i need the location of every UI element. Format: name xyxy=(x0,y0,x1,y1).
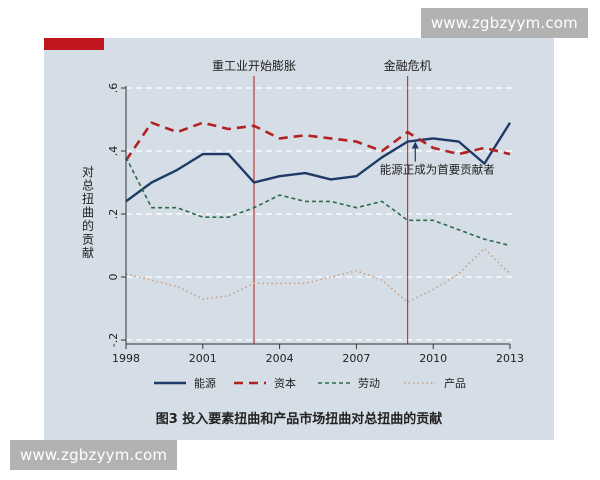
accent-tab xyxy=(44,38,104,50)
x-tick-label: 2010 xyxy=(419,352,447,365)
series-line-4 xyxy=(125,247,511,304)
annotation-arrow-head xyxy=(411,141,419,149)
y-tick-label: 0 xyxy=(107,274,120,281)
y-tick-label: .2 xyxy=(107,209,120,220)
watermark-top: www.zgbzyym.com xyxy=(420,8,588,38)
y-tick-label: .6 xyxy=(107,83,120,94)
event-label: 重工业开始膨胀 xyxy=(212,59,296,73)
series-layer: 能源正成为首要贡献者 xyxy=(124,121,512,304)
legend-label-3: 劳动 xyxy=(358,377,380,390)
watermark-bottom: www.zgbzyym.com xyxy=(10,440,178,470)
grid-layer xyxy=(126,87,516,341)
event-lines-layer: 重工业开始膨胀 金融危机 xyxy=(212,58,432,344)
legend-label-2: 资本 xyxy=(274,376,296,390)
x-tick-label: 2013 xyxy=(496,352,524,365)
x-tick-label: 2004 xyxy=(266,352,294,365)
event-label: 金融危机 xyxy=(384,58,432,73)
x-tick-label: 2001 xyxy=(189,352,217,365)
series-line-2 xyxy=(124,121,511,162)
axes-layer: -.2 0 .2 .4 .6 1998 2001 2004 2007 2010 2013 xyxy=(107,83,524,365)
legend-label-4: 产品 xyxy=(444,376,466,390)
legend-label-1: 能源 xyxy=(194,376,216,390)
x-tick-label: 1998 xyxy=(112,352,140,365)
x-tick-label: 2007 xyxy=(342,352,370,365)
figure-panel: 重工业开始膨胀 金融危机 能源正成为首要贡献者 -.2 0 .2 .4 .6 1998 200… xyxy=(44,38,554,440)
series-line-1 xyxy=(125,122,512,203)
legend-layer: 能源 资本 劳动 产品 xyxy=(154,376,466,390)
y-axis-label: 对总扭曲的贡献 xyxy=(82,165,94,260)
y-tick-label: .4 xyxy=(107,146,120,157)
y-tick-label: -.2 xyxy=(107,333,120,347)
series-line-3 xyxy=(125,156,511,247)
figure-caption: 图3 投入要素扭曲和产品市场扭曲对总扭曲的贡献 xyxy=(156,411,443,427)
line-chart: 重工业开始膨胀 金融危机 能源正成为首要贡献者 -.2 0 .2 .4 .6 1998 200… xyxy=(82,58,524,427)
annotation-text: 能源正成为首要贡献者 xyxy=(380,163,495,177)
